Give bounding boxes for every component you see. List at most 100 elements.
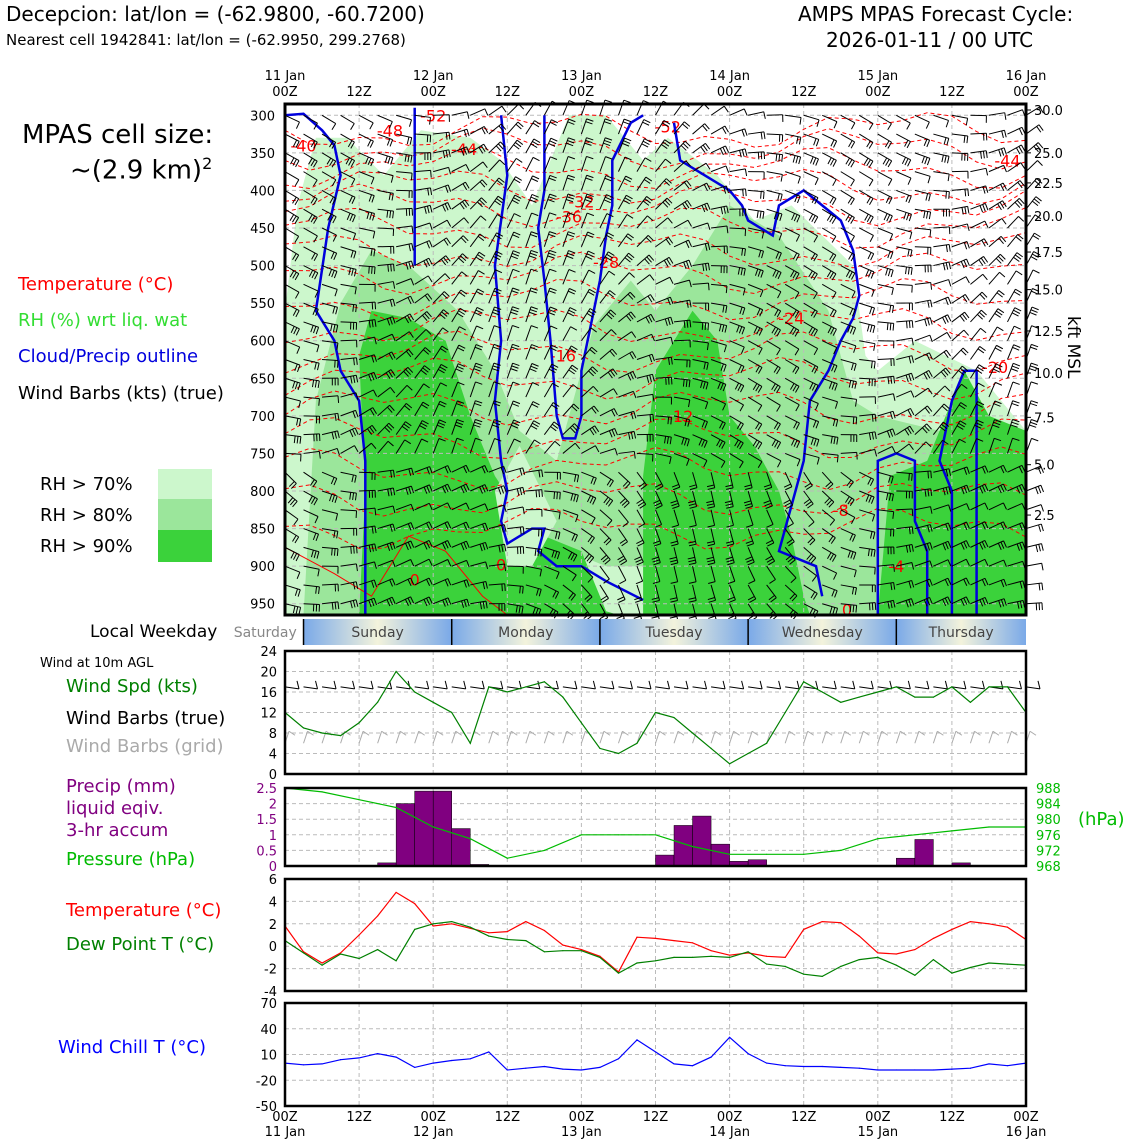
cell-size-label: MPAS cell size: [22, 120, 214, 150]
wind-barb-feather [994, 365, 1002, 370]
wind-barb-feather [684, 418, 688, 427]
wind-barb [969, 419, 984, 435]
wind-barb-staff [896, 390, 912, 398]
wind-barb [562, 584, 576, 601]
wind-barb-feather [852, 534, 856, 542]
wind-barb [822, 584, 838, 598]
wind-barb-feather [996, 310, 1003, 316]
wind-speed-line-point [673, 717, 675, 719]
wind-barb [951, 152, 969, 161]
wind-barb-feather [963, 486, 968, 494]
wind-barb-staff [340, 490, 357, 494]
wind-barb-feather [514, 142, 522, 148]
wind-barb-feather [530, 425, 538, 430]
top-date-label: 13 Jan [561, 69, 602, 84]
wind-barb-feather [943, 369, 949, 376]
wind-barb [803, 471, 813, 490]
wind-barb-feather [768, 560, 775, 566]
wind-barb-staff [303, 509, 319, 517]
wind-barb-staff [321, 509, 338, 515]
wind-barb-staff [395, 403, 407, 417]
wind-barb-staff [562, 384, 574, 398]
wind-barb [321, 227, 337, 242]
wind-barb-feather [521, 606, 524, 614]
wind-barb-feather [910, 390, 915, 398]
wind-barb-feather [994, 437, 1002, 442]
wind-barb [469, 381, 483, 398]
wind-barb-staff [599, 118, 606, 135]
wind-barb-feather [924, 319, 928, 327]
wind-barb-feather [428, 503, 433, 511]
wind-barb-feather [530, 365, 538, 370]
wind-barb-staff [636, 274, 651, 285]
wind-barb-staff [655, 566, 661, 582]
wind-barb-feather [960, 402, 967, 407]
wind-barb-staff [507, 506, 524, 511]
wind-barb-feather [745, 487, 753, 490]
wind-barb-feather [568, 250, 576, 254]
wind-barb-feather [746, 543, 754, 547]
wind-barb [655, 237, 674, 248]
wind-barb-feather [667, 317, 671, 326]
wind-barb-feather [407, 523, 412, 531]
wind-barb-feather [868, 142, 874, 149]
wind-barb [634, 547, 644, 566]
wind-barb [896, 425, 915, 436]
wind-barb-staff [933, 279, 949, 285]
wind-barb-feather [329, 159, 334, 167]
wind-barb-feather [427, 188, 430, 196]
wind-barb-feather [945, 367, 951, 374]
wind-barb-staff [655, 296, 671, 304]
wind-barb-feather [651, 616, 659, 619]
wind-barb-feather [568, 269, 576, 273]
temperature-contour [284, 308, 1027, 344]
wind-barb [488, 123, 507, 135]
wind-barb-feather [927, 318, 930, 326]
wind-barb-feather [530, 287, 538, 291]
wind-barb [599, 232, 615, 248]
wind-barb [729, 302, 746, 316]
wind-barb [933, 577, 952, 587]
wind-barb [655, 376, 673, 385]
wind-barb [803, 434, 820, 447]
wind-barb-feather [911, 526, 914, 534]
wind-barb-staff [933, 226, 950, 229]
wind-barb [618, 214, 634, 229]
wind-barb-staff [896, 337, 913, 342]
wind-barb [543, 193, 557, 210]
wind-barb-feather [786, 538, 793, 544]
wind-barb-feather [716, 439, 721, 447]
wind-barb-feather [389, 524, 393, 532]
wind-barb-feather [776, 386, 781, 394]
wind-barb-feather [680, 145, 687, 151]
wind-barb-feather [388, 370, 393, 378]
wind-barb [470, 522, 489, 531]
temperature-line-point [414, 903, 416, 905]
wind-barb-feather [574, 534, 578, 542]
wind-barb-feather [313, 235, 318, 243]
wind-barb-feather [297, 589, 301, 597]
wind-barb-staff [803, 114, 820, 121]
wind-barb-feather [958, 370, 965, 376]
wind-barb-feather [568, 309, 576, 314]
wind-barb-feather [682, 143, 689, 149]
wind-barb-feather [535, 588, 539, 596]
wind-barb-feather [815, 158, 819, 166]
wind-barb [969, 382, 985, 398]
wind-barb [562, 546, 578, 562]
wind-speed-line-point [414, 691, 416, 693]
wind-barb-feather [850, 254, 856, 262]
wind-barb [377, 404, 395, 417]
wind-barb-feather [947, 541, 952, 549]
wind-barb [725, 528, 735, 547]
wind-barb-staff [340, 283, 357, 288]
wind-barb-staff [469, 288, 479, 304]
wind-barb-true [636, 686, 652, 690]
wind-barb-feather [532, 122, 540, 128]
wind-barb-feather [425, 329, 432, 335]
wind-barb-feather [388, 353, 394, 360]
wind-barb [414, 438, 429, 454]
wind-barb-staff [821, 189, 837, 199]
wind-barb-feather [845, 496, 850, 503]
wind-barb [544, 565, 560, 580]
